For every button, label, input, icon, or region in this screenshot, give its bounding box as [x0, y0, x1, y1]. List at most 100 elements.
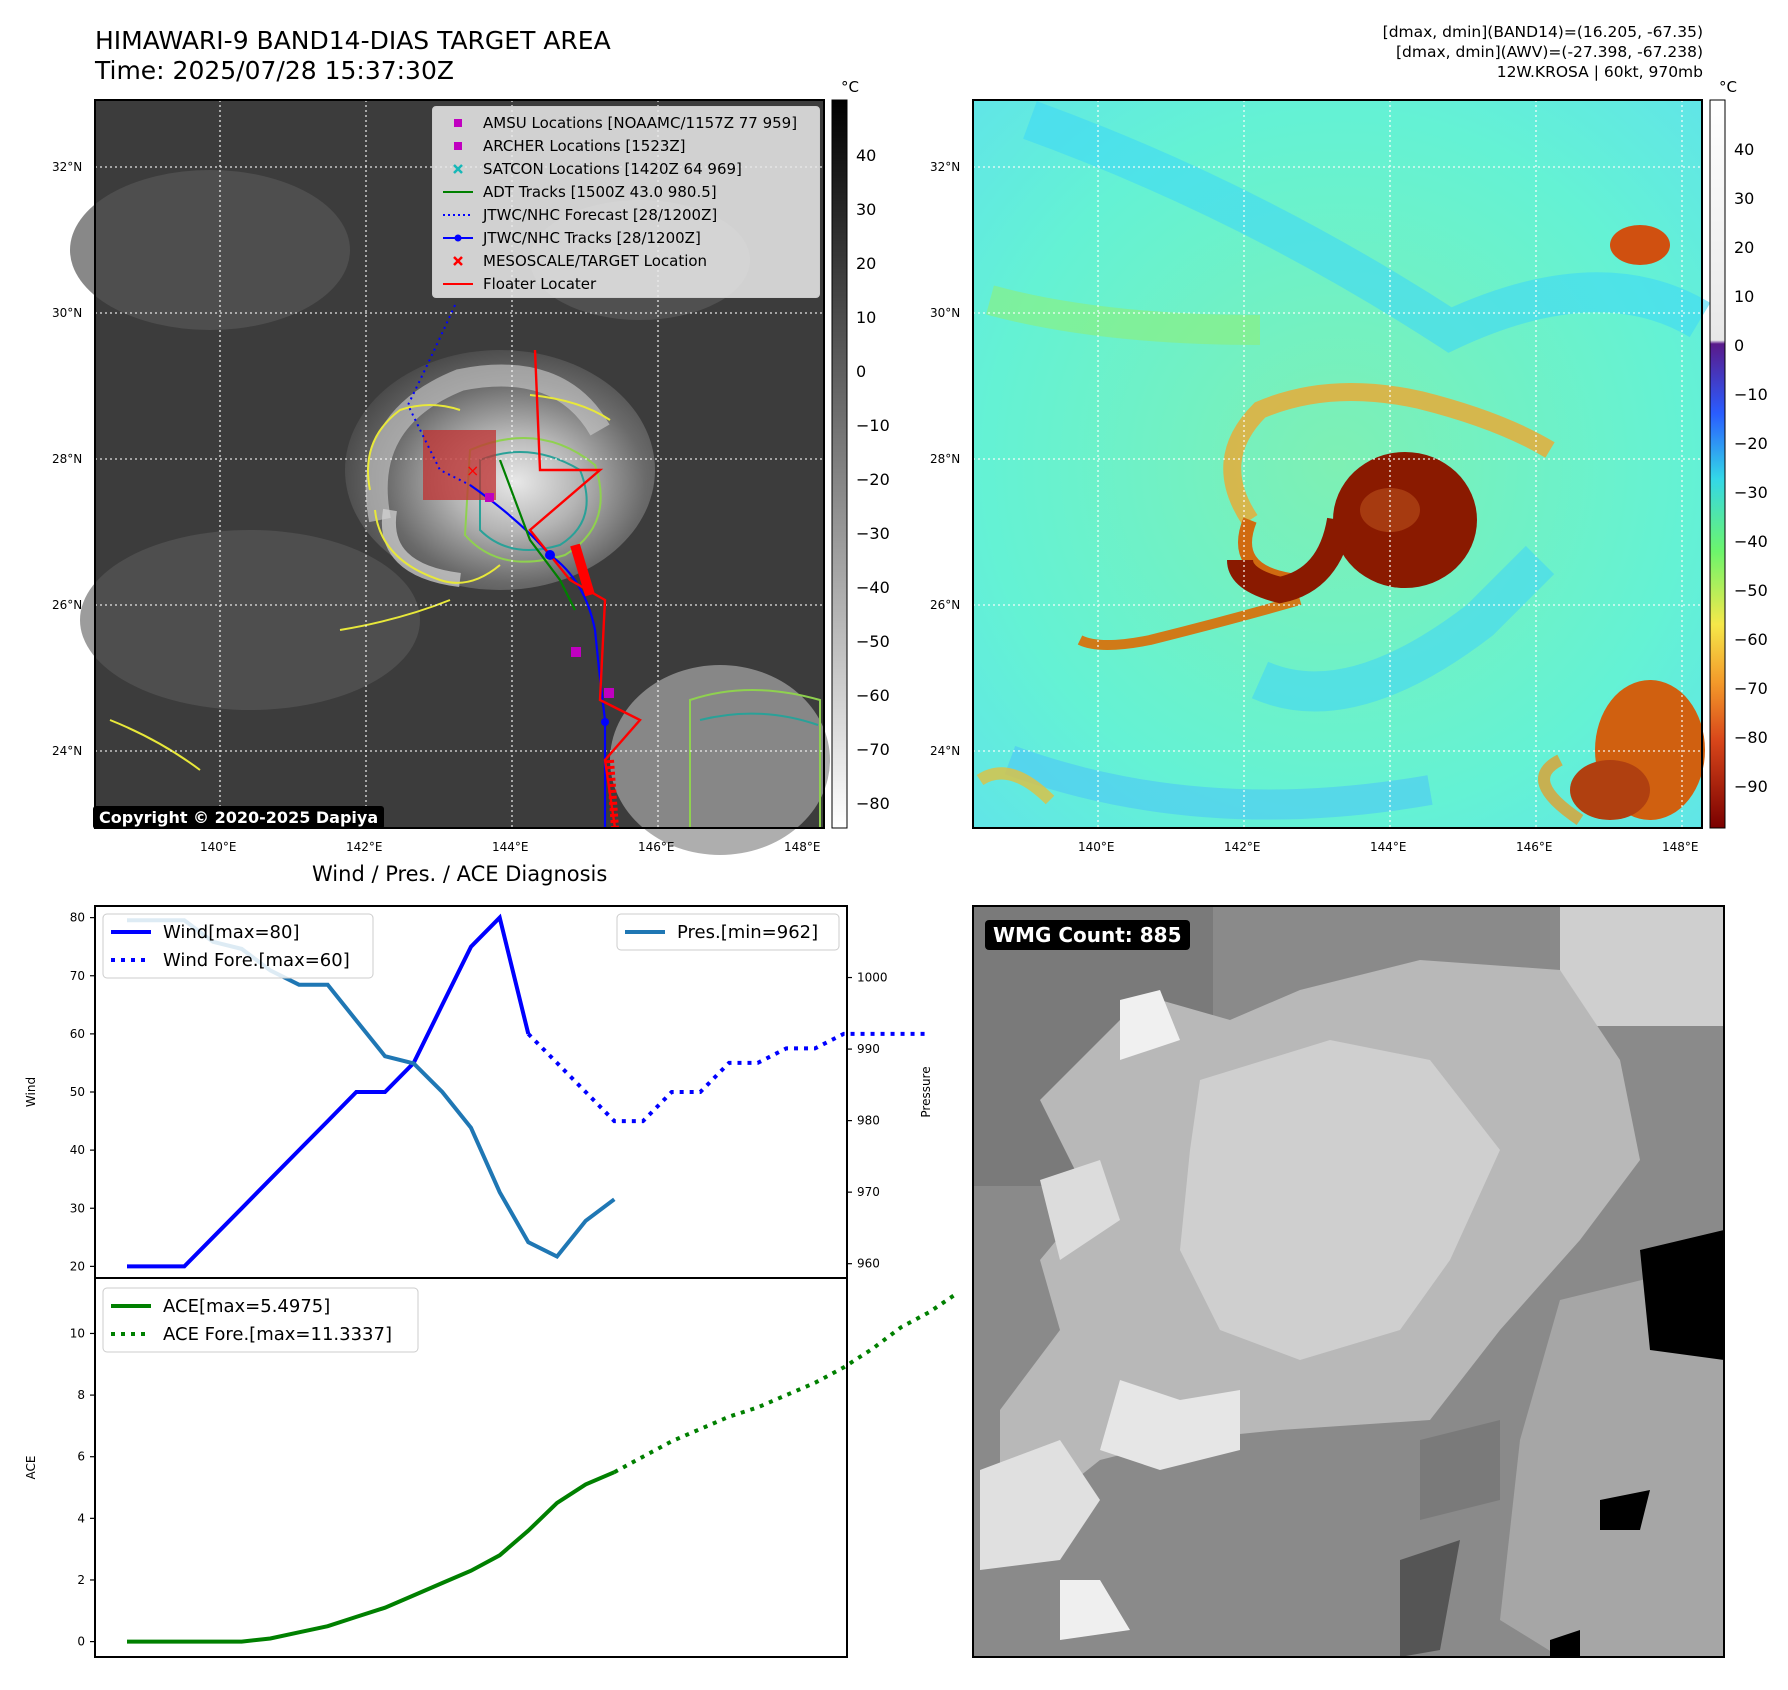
colorbar-tick: −60 [1734, 630, 1768, 649]
lon-label: 142°E [1224, 840, 1261, 854]
diagnosis-title: Wind / Pres. / ACE Diagnosis [312, 862, 608, 886]
target-area-box [423, 430, 496, 500]
tick-label: 8 [77, 1388, 85, 1402]
tick-label: 40 [70, 1143, 85, 1157]
colorbar-tick: −50 [1734, 581, 1768, 600]
legend-label: SATCON Locations [1420Z 64 969] [483, 160, 742, 178]
colorbar-tick: −60 [856, 686, 890, 705]
colorbar-tick: −90 [1734, 777, 1768, 796]
awv-image [973, 100, 1711, 828]
legend-item: SATCON Locations [1420Z 64 969] [441, 158, 742, 180]
legend-label: ACE[max=5.4975] [163, 1296, 330, 1317]
lon-label: 148°E [1662, 840, 1699, 854]
lon-label: 142°E [346, 840, 383, 854]
green-line-icon [443, 191, 473, 193]
lon-label: 140°E [200, 840, 237, 854]
blue-line-dot-icon [443, 234, 473, 242]
tick-label: 70 [70, 969, 85, 983]
wmg-count-badge: WMG Count: 885 [985, 920, 1190, 950]
legend-item: AMSU Locations [NOAAMC/1157Z 77 959] [441, 112, 797, 134]
colorbar-tick: −70 [1734, 679, 1768, 698]
lon-label: 144°E [1370, 840, 1407, 854]
colorbar-tick: 10 [856, 308, 877, 327]
legend-label: Wind[max=80] [163, 922, 300, 943]
colorbar-tick: 40 [1734, 140, 1755, 159]
colorbar-tick: −80 [1734, 728, 1768, 747]
wind-forecast-series-line [526, 1031, 930, 1124]
lon-label: 146°E [638, 840, 675, 854]
lat-label: 28°N [930, 452, 961, 466]
lat-label: 24°N [52, 744, 83, 758]
tick-label: Pressure [919, 1066, 933, 1117]
legend-item: Floater Locater [441, 273, 596, 295]
tick-label: Wind [24, 1077, 38, 1107]
colorbar-tick: −20 [856, 470, 890, 489]
lat-label: 30°N [52, 306, 83, 320]
tick-label: 960 [857, 1257, 880, 1271]
legend-item: JTWC/NHC Tracks [28/1200Z] [441, 227, 701, 249]
legend-label: JTWC/NHC Forecast [28/1200Z] [483, 206, 718, 224]
lon-label: 148°E [784, 840, 821, 854]
colorbar-tick: 30 [1734, 189, 1755, 208]
figure-title-line1: HIMAWARI-9 BAND14-DIAS TARGET AREA [95, 26, 611, 55]
lat-label: 32°N [930, 160, 961, 174]
colorbar-tick: 20 [856, 254, 877, 273]
ace-series-line [127, 1470, 616, 1644]
info-line2: [dmax, dmin](AWV)=(-27.398, -67.238) [1396, 43, 1703, 61]
figure-title-line2: Time: 2025/07/28 15:37:30Z [95, 56, 454, 85]
awv-colorbar-unit: °C [1719, 78, 1737, 96]
lon-label: 144°E [492, 840, 529, 854]
teal-x-icon [453, 164, 463, 174]
ir-colorbar-unit: °C [841, 78, 859, 96]
red-x-icon [453, 256, 463, 266]
figure-info: [dmax, dmin](BAND14)=(16.205, -67.35) [d… [1383, 22, 1703, 82]
ace-forecast-series-line [613, 1290, 960, 1474]
legend-label: ARCHER Locations [1523Z] [483, 137, 686, 155]
tick-label: 10 [70, 1326, 85, 1340]
colorbar-tick: 30 [856, 200, 877, 219]
colorbar-tick: −30 [1734, 483, 1768, 502]
legend-item: MESOSCALE/TARGET Location [441, 250, 707, 272]
legend-item: JTWC/NHC Forecast [28/1200Z] [441, 204, 717, 226]
adt-track [498, 459, 576, 611]
lon-label: 146°E [1516, 840, 1553, 854]
colorbar-tick: −20 [1734, 434, 1768, 453]
wmg-image [973, 906, 1724, 1657]
legend-label: ACE Fore.[max=11.3337] [163, 1324, 392, 1345]
magenta-square-icon [454, 142, 462, 150]
lat-label: 26°N [930, 598, 961, 612]
tick-label: 0 [77, 1635, 85, 1649]
wind-legend [102, 913, 374, 979]
wind-series-line [127, 913, 531, 1269]
ir-map-frame [94, 99, 825, 829]
copyright-label: Copyright © 2020-2025 Dapiya [93, 806, 385, 829]
tick-label: 990 [857, 1042, 880, 1056]
tick-label: 4 [77, 1511, 85, 1525]
legend-label: JTWC/NHC Tracks [28/1200Z] [483, 229, 701, 247]
colorbar-tick: 10 [1734, 287, 1755, 306]
lon-label: 140°E [1078, 840, 1115, 854]
colorbar-tick: 0 [856, 362, 867, 381]
ir-map-legend: AMSU Locations [NOAAMC/1157Z 77 959] ARCH… [432, 106, 820, 298]
floater-track [528, 349, 642, 829]
colorbar-tick: −50 [856, 632, 890, 651]
tick-label: 30 [70, 1201, 85, 1215]
colorbar-tick: −30 [856, 524, 890, 543]
colorbar-tick: −10 [1734, 385, 1768, 404]
ir-tracks: × [406, 304, 642, 829]
ir-contours [109, 394, 821, 829]
lat-label: 24°N [930, 744, 961, 758]
lat-label: 26°N [52, 598, 83, 612]
figure-title: HIMAWARI-9 BAND14-DIAS TARGET AREA Time:… [95, 26, 611, 86]
tick-label: 20 [70, 1259, 85, 1273]
blue-dotted-line-icon [443, 214, 473, 216]
legend-label: ADT Tracks [1500Z 43.0 980.5] [483, 183, 717, 201]
legend-item: ADT Tracks [1500Z 43.0 980.5] [441, 181, 717, 203]
lat-label: 30°N [930, 306, 961, 320]
legend-label: Wind Fore.[max=60] [163, 950, 350, 971]
tick-label: 2 [77, 1573, 85, 1587]
tick-label: 6 [77, 1450, 85, 1464]
awv-gridlines [973, 100, 1702, 828]
